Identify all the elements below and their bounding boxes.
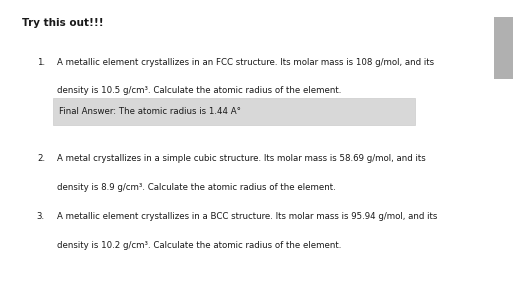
Text: A metallic element crystallizes in a BCC structure. Its molar mass is 95.94 g/mo: A metallic element crystallizes in a BCC… [57, 212, 437, 221]
Text: A metallic element crystallizes in an FCC structure. Its molar mass is 108 g/mol: A metallic element crystallizes in an FC… [57, 58, 434, 67]
FancyBboxPatch shape [494, 17, 512, 79]
Text: A metal crystallizes in a simple cubic structure. Its molar mass is 58.69 g/mol,: A metal crystallizes in a simple cubic s… [57, 154, 425, 163]
Text: 2.: 2. [37, 154, 45, 163]
Text: 1.: 1. [37, 58, 45, 67]
Text: density is 10.2 g/cm³. Calculate the atomic radius of the element.: density is 10.2 g/cm³. Calculate the ato… [57, 241, 341, 250]
Text: Try this out!!!: Try this out!!! [22, 18, 104, 28]
Text: density is 10.5 g/cm³. Calculate the atomic radius of the element.: density is 10.5 g/cm³. Calculate the ato… [57, 86, 341, 95]
Text: 3.: 3. [37, 212, 45, 221]
Text: Final Answer: The atomic radius is 1.44 A°: Final Answer: The atomic radius is 1.44 … [59, 107, 241, 115]
Text: density is 8.9 g/cm³. Calculate the atomic radius of the element.: density is 8.9 g/cm³. Calculate the atom… [57, 183, 335, 192]
FancyBboxPatch shape [53, 98, 415, 125]
